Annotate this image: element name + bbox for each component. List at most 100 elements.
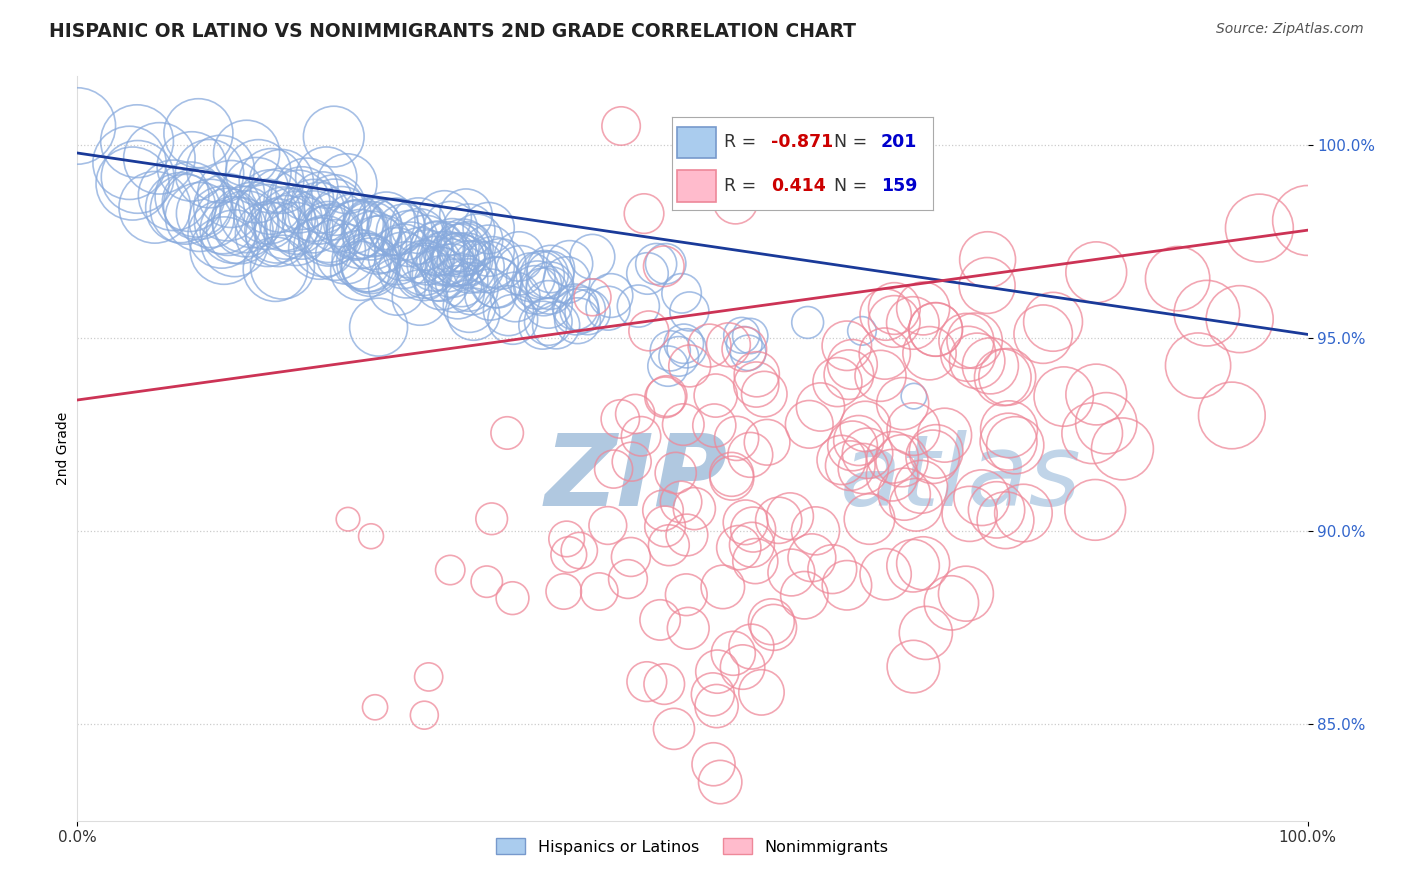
Point: [581, 250, 603, 264]
Point: [367, 238, 389, 252]
Point: [436, 258, 458, 272]
Point: [683, 501, 706, 516]
Text: ZIP: ZIP: [546, 430, 728, 526]
Point: [256, 227, 278, 242]
Point: [520, 270, 543, 285]
Point: [925, 322, 948, 336]
Point: [342, 217, 364, 231]
Point: [959, 507, 981, 521]
Point: [636, 674, 658, 689]
Point: [957, 347, 980, 361]
Point: [675, 588, 697, 602]
Point: [654, 519, 676, 533]
Point: [891, 396, 914, 410]
Point: [453, 254, 475, 268]
Point: [675, 341, 697, 355]
Point: [322, 129, 344, 144]
Point: [839, 458, 862, 473]
Point: [430, 276, 453, 290]
Point: [793, 588, 815, 602]
Point: [941, 596, 963, 610]
Point: [211, 227, 233, 242]
Point: [66, 119, 89, 133]
Point: [754, 387, 776, 401]
Point: [187, 198, 209, 212]
Point: [709, 775, 731, 789]
Point: [921, 450, 943, 464]
Point: [481, 255, 503, 269]
Text: atlas: atlas: [841, 430, 1081, 526]
Point: [416, 251, 439, 265]
Point: [174, 202, 197, 217]
Point: [346, 222, 368, 236]
Point: [538, 283, 561, 297]
Point: [637, 324, 659, 338]
Point: [209, 162, 232, 177]
Point: [546, 318, 568, 333]
Point: [212, 244, 235, 258]
Point: [235, 217, 257, 231]
Point: [893, 487, 915, 501]
Point: [901, 316, 924, 330]
Point: [357, 255, 380, 269]
Point: [733, 337, 755, 351]
Point: [721, 471, 744, 485]
Point: [1220, 409, 1243, 423]
Point: [658, 538, 681, 552]
Point: [571, 302, 593, 317]
Point: [997, 434, 1019, 449]
Point: [567, 314, 589, 328]
Point: [998, 422, 1021, 436]
Point: [392, 245, 415, 260]
Point: [883, 301, 905, 316]
Point: [451, 238, 474, 252]
Point: [1085, 387, 1108, 401]
Point: [924, 322, 946, 336]
Point: [475, 574, 498, 589]
Point: [875, 567, 897, 582]
Point: [537, 297, 560, 311]
Point: [222, 223, 245, 237]
Point: [233, 212, 256, 227]
Point: [668, 350, 690, 364]
Point: [314, 239, 336, 253]
Point: [991, 370, 1014, 384]
Point: [610, 119, 633, 133]
Point: [648, 613, 671, 627]
Point: [538, 278, 561, 293]
Point: [486, 276, 509, 290]
Point: [413, 235, 436, 250]
Point: [271, 260, 294, 274]
Point: [910, 480, 932, 494]
Point: [723, 646, 745, 660]
Point: [1195, 306, 1218, 320]
Point: [456, 252, 478, 267]
Point: [838, 368, 860, 382]
Point: [558, 257, 581, 271]
Point: [118, 156, 141, 170]
Point: [761, 615, 783, 629]
Point: [624, 407, 647, 421]
Point: [633, 206, 655, 220]
Point: [1084, 503, 1107, 517]
Point: [652, 677, 675, 691]
Point: [873, 346, 896, 360]
Point: [361, 220, 384, 235]
Point: [538, 268, 561, 282]
Point: [676, 528, 699, 542]
Point: [869, 368, 891, 383]
Point: [395, 263, 418, 277]
Point: [432, 252, 454, 266]
Text: -0.871: -0.871: [770, 134, 834, 152]
Point: [267, 227, 290, 242]
Point: [665, 466, 688, 480]
Point: [564, 300, 586, 314]
Point: [852, 461, 875, 475]
Point: [245, 183, 267, 197]
Point: [662, 722, 685, 736]
Point: [1004, 438, 1026, 452]
Point: [311, 195, 333, 210]
Point: [731, 660, 754, 674]
Point: [796, 315, 818, 329]
Point: [436, 251, 458, 265]
